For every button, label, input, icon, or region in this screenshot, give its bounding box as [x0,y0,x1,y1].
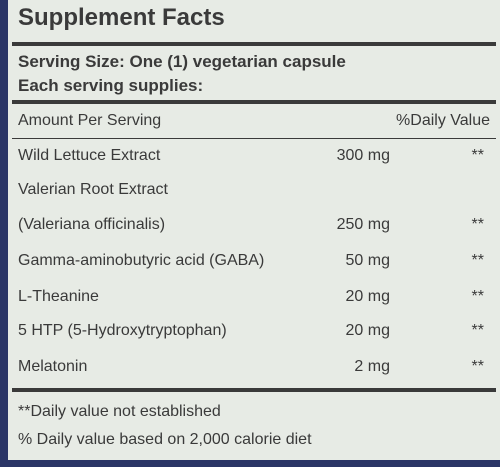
ingredient-amount: 2 mg [354,358,390,375]
ingredient-name: Valerian Root Extract [18,181,168,198]
footnote: % Daily value based on 2,000 calorie die… [18,431,312,448]
ingredient-name: Melatonin [18,358,88,375]
ingredient-name: L-Theanine [18,288,99,305]
daily-value: ** [471,147,484,164]
ingredient-name: 5 HTP (5-Hydroxytryptophan) [18,322,227,339]
daily-value: ** [471,252,484,269]
label-panel: Supplement Facts Serving Size: One (1) v… [8,0,500,460]
serving-supplies: Each serving supplies: [18,76,204,95]
ingredient-name: (Valeriana officinalis) [18,216,166,233]
title: Supplement Facts [18,4,225,31]
dv-header: %Daily Value [396,112,490,129]
ingredient-name: Wild Lettuce Extract [18,147,161,164]
ingredient-amount: 250 mg [336,216,390,233]
amount-header: Amount Per Serving [18,112,162,129]
serving-size: Serving Size: One (1) vegetarian capsule [18,52,346,71]
rule [12,138,496,139]
rule [12,388,496,392]
rule [12,42,496,46]
daily-value: ** [471,322,484,339]
ingredient-amount: 50 mg [345,252,390,269]
ingredient-amount: 20 mg [345,288,390,305]
rule [12,100,496,104]
ingredient-amount: 300 mg [336,147,390,164]
ingredient-amount: 20 mg [345,322,390,339]
ingredient-name: Gamma-aminobutyric acid (GABA) [18,252,265,269]
footnote: **Daily value not established [18,403,221,420]
daily-value: ** [471,288,484,305]
daily-value: ** [471,358,484,375]
daily-value: ** [471,216,484,233]
